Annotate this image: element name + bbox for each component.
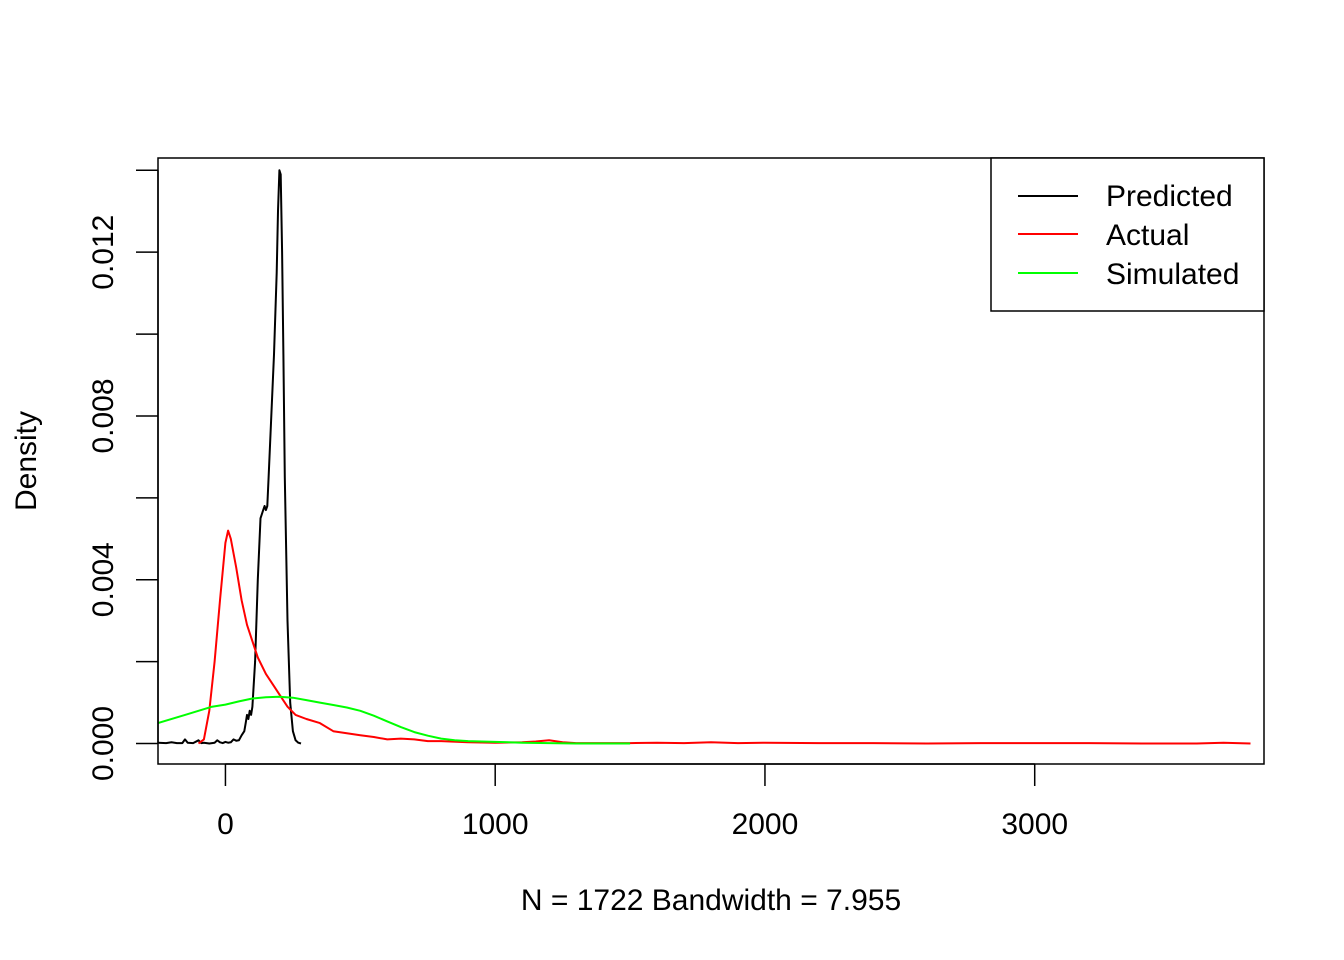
series-line-predicted xyxy=(158,169,302,745)
legend-box xyxy=(990,157,1265,312)
legend: Predicted Actual Simulated xyxy=(990,157,1265,312)
y-tick-label: 0.004 xyxy=(87,542,120,617)
y-tick-label: 0.008 xyxy=(87,378,120,453)
y-tick-label: 0.000 xyxy=(87,706,120,781)
x-tick-label: 3000 xyxy=(1001,808,1068,841)
y-axis-label: Density xyxy=(10,411,43,511)
x-axis-label: N = 1722 Bandwidth = 7.955 xyxy=(521,884,901,917)
y-axis: 0.000 0.004 0.008 0.012 xyxy=(87,169,159,781)
series-line-actual xyxy=(197,529,1251,745)
legend-label-predicted: Predicted xyxy=(1106,180,1233,213)
series-line-simulated xyxy=(158,695,631,745)
y-tick-label: 0.012 xyxy=(87,215,120,290)
legend-label-actual: Actual xyxy=(1106,219,1189,252)
x-axis: 0 1000 2000 3000 xyxy=(217,763,1068,841)
x-tick-label: 2000 xyxy=(732,808,799,841)
legend-label-simulated: Simulated xyxy=(1106,258,1239,291)
x-tick-label: 0 xyxy=(217,808,234,841)
series-layer xyxy=(158,169,1251,745)
x-tick-label: 1000 xyxy=(462,808,529,841)
